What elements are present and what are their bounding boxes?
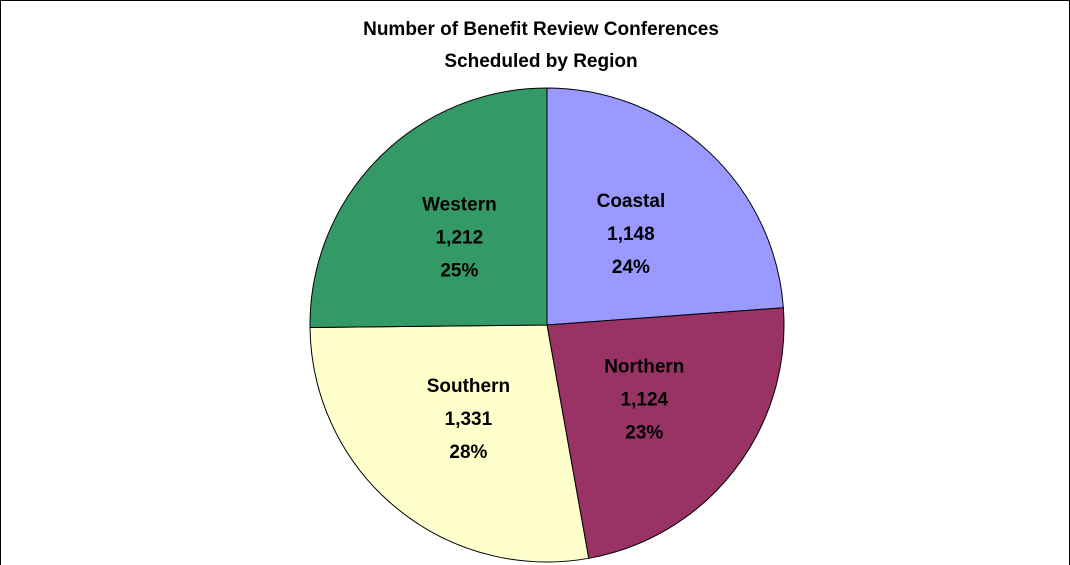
chart-title: Number of Benefit Review Conferences xyxy=(363,19,719,40)
slice-value-label: 1,148 xyxy=(607,224,655,245)
slice-value-label: 1,212 xyxy=(436,227,484,248)
slice-value-label: 1,331 xyxy=(445,409,493,430)
slice-percent-label: 23% xyxy=(625,423,663,444)
slice-category-label: Southern xyxy=(427,376,510,397)
slice-value-label: 1,124 xyxy=(621,390,669,411)
slice-category-label: Coastal xyxy=(597,191,666,212)
slice-percent-label: 28% xyxy=(449,442,487,463)
pie-slice xyxy=(309,87,548,329)
slice-percent-label: 25% xyxy=(440,260,478,281)
pie-slice xyxy=(546,307,785,559)
chart-subtitle: Scheduled by Region xyxy=(444,51,637,72)
slice-percent-label: 24% xyxy=(612,257,650,278)
slice-category-label: Western xyxy=(422,194,497,215)
slice-category-label: Northern xyxy=(604,357,684,378)
pie-slice xyxy=(309,324,590,563)
pie-slice xyxy=(546,87,784,326)
